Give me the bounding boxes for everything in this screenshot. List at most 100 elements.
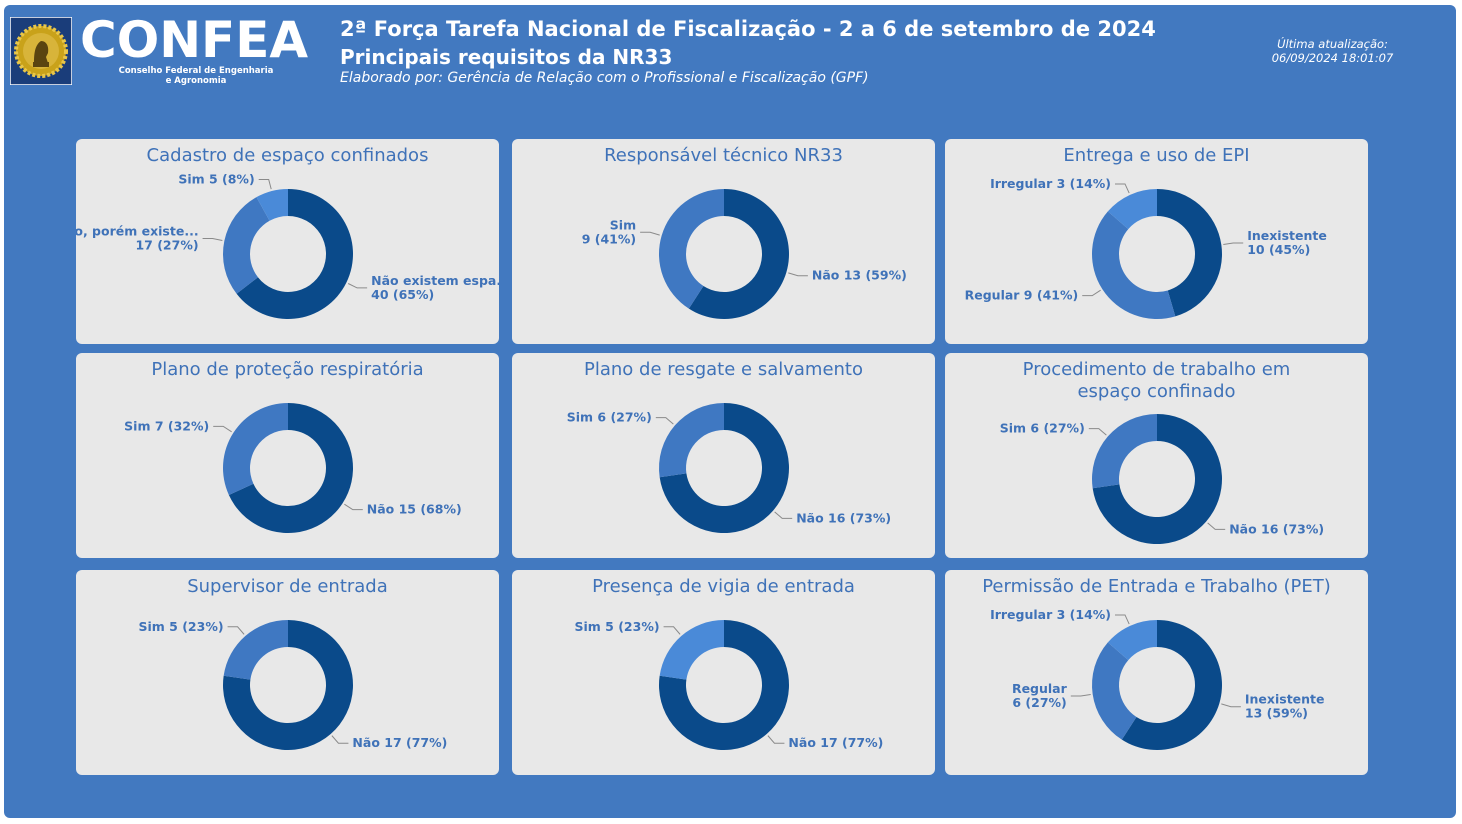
donut-slice[interactable] <box>1107 189 1157 230</box>
slice-label: Regular 6 (27%) <box>1012 681 1068 710</box>
chart-card: Presença de vigia de entrada Não 17 (77%… <box>512 570 935 775</box>
slice-label-line: Inexistente <box>1245 692 1325 707</box>
slice-label: Não 16 (73%) <box>796 510 891 525</box>
slice-label: Irregular 3 (14%) <box>990 176 1111 191</box>
donut-slice[interactable] <box>236 189 353 319</box>
slice-label-line: Não, porém existe... <box>76 224 199 239</box>
label-leader-line <box>344 503 363 511</box>
slice-label: Sim 5 (23%) <box>139 619 224 634</box>
donut-chart: Não 17 (77%) Sim 5 (23%) <box>139 619 448 750</box>
donut-chart: Inexistente 10 (45%) Regular 9 (41%) Irregu… <box>965 176 1327 319</box>
donut-slice[interactable] <box>1092 414 1157 489</box>
slice-label: Sim 5 (23%) <box>575 619 660 634</box>
last-update: Última atualização: 06/09/2024 18:01:07 <box>1240 37 1425 65</box>
slice-label: Não 17 (77%) <box>352 735 447 750</box>
logo-subtitle-line2: e Agronomia <box>165 76 227 86</box>
chart-title: Plano de proteção respiratória <box>151 359 424 380</box>
slice-label-line: Não existem espa... <box>371 273 499 288</box>
slice-label-line: Sim 6 (27%) <box>567 410 652 425</box>
donut-chart: Não 13 (59%) Sim 9 (41%) <box>582 189 907 319</box>
donut-slice[interactable] <box>659 620 789 750</box>
page-subtitle: Principais requisitos da NR33 <box>340 45 673 69</box>
logo-subtitle-line1: Conselho Federal de Engenharia <box>118 66 274 76</box>
donut-slice[interactable] <box>659 403 789 533</box>
last-update-label: Última atualização: <box>1277 37 1388 51</box>
donut-slice[interactable] <box>1121 620 1222 750</box>
page-title: 2ª Força Tarefa Nacional de Fiscalização… <box>340 17 1156 41</box>
chart-title: Cadastro de espaço confinados <box>146 145 429 166</box>
slice-label: Não 15 (68%) <box>367 502 462 517</box>
donut-slice[interactable] <box>1157 189 1222 317</box>
donut-chart: Não existem espa...40 (65%) Não, porém ex… <box>76 171 499 319</box>
last-update-value: 06/09/2024 18:01:07 <box>1271 51 1394 65</box>
donut-slice[interactable] <box>223 403 288 496</box>
label-leader-line <box>1115 183 1130 194</box>
chart-card: Plano de resgate e salvamento Não 16 (73… <box>512 353 935 558</box>
donut-chart: Não 16 (73%) Sim 6 (27%) <box>1000 414 1324 544</box>
slice-label-line: Inexistente <box>1247 228 1327 243</box>
donut-chart: Não 16 (73%) Sim 6 (27%) <box>567 403 891 533</box>
label-leader-line <box>640 231 660 236</box>
chart-title: Supervisor de entrada <box>187 576 388 597</box>
slice-label-line: 13 (59%) <box>1245 706 1308 721</box>
chart-title: Responsável técnico NR33 <box>604 145 843 166</box>
donut-slice[interactable] <box>222 197 270 294</box>
slice-label: Sim 7 (32%) <box>124 418 209 433</box>
label-leader-line <box>1223 242 1244 245</box>
chart-title: Entrega e uso de EPI <box>1063 145 1250 166</box>
donut-slice[interactable] <box>1092 642 1137 740</box>
slice-label-line: Sim 5 (23%) <box>575 619 660 634</box>
donut-slice[interactable] <box>256 189 288 221</box>
slice-label-line: 6 (27%) <box>1012 695 1066 710</box>
confea-logo-subtitle: Conselho Federal de Engenharia e Agronom… <box>100 66 292 86</box>
chart-title: Procedimento de trabalho em espaço confi… <box>1022 359 1291 402</box>
slice-label-line: Sim <box>610 217 636 232</box>
chart-card: Cadastro de espaço confinados Não existe… <box>76 139 499 344</box>
slice-label-line: Não 16 (73%) <box>1229 521 1324 536</box>
chart-card: Entrega e uso de EPI Inexistente 10 (45%)… <box>945 139 1368 344</box>
donut-slice[interactable] <box>228 403 353 533</box>
chart-card: Plano de proteção respiratória Não 15 (6… <box>76 353 499 558</box>
chart-title: Plano de resgate e salvamento <box>584 359 863 380</box>
slice-label-line: 40 (65%) <box>371 287 434 302</box>
donut-slice[interactable] <box>659 189 724 309</box>
slice-label-line: 17 (27%) <box>135 238 198 253</box>
label-leader-line <box>213 425 232 433</box>
slice-label-line: 9 (41%) <box>582 231 636 246</box>
donut-slice[interactable] <box>1092 211 1176 319</box>
donut-slice[interactable] <box>659 403 724 478</box>
label-leader-line <box>774 511 793 519</box>
label-leader-line <box>655 417 674 425</box>
donut-chart: Não 15 (68%) Sim 7 (32%) <box>124 403 462 533</box>
slice-label-line: Não 17 (77%) <box>788 735 883 750</box>
slice-label: Regular 9 (41%) <box>965 288 1079 303</box>
chart-card: Responsável técnico NR33 Não 13 (59%) Sim… <box>512 139 935 344</box>
donut-slice[interactable] <box>659 620 724 680</box>
slice-label-line: Regular 9 (41%) <box>965 288 1079 303</box>
donut-slice[interactable] <box>223 620 353 750</box>
label-leader-line <box>767 735 785 744</box>
slice-label: Não, porém existe...17 (27%) <box>76 224 199 253</box>
chart-title: Permissão de Entrada e Trabalho (PET) <box>982 576 1331 597</box>
slice-label: Não existem espa... 40 (65%) <box>371 273 499 302</box>
slice-label-line: Sim 5 (8%) <box>178 171 254 186</box>
slice-label: Inexistente 13 (59%) <box>1245 692 1325 721</box>
label-leader-line <box>258 178 272 190</box>
label-leader-line <box>1221 703 1241 708</box>
label-leader-line <box>331 735 349 744</box>
page-author: Elaborado por: Gerência de Relação com o… <box>340 70 869 86</box>
chart-card: Permissão de Entrada e Trabalho (PET) In… <box>945 570 1368 775</box>
slice-label: Não 13 (59%) <box>812 268 907 283</box>
slice-label-line: Não 17 (77%) <box>352 735 447 750</box>
slice-label-line: Sim 7 (32%) <box>124 418 209 433</box>
label-leader-line <box>1115 614 1130 625</box>
donut-slice[interactable] <box>1107 620 1157 661</box>
slice-label: Inexistente 10 (45%) <box>1247 228 1327 257</box>
donut-chart: Não 17 (77%) Sim 5 (23%) <box>575 619 884 750</box>
label-leader-line <box>663 626 681 635</box>
donut-slice[interactable] <box>688 189 789 319</box>
donut-slice[interactable] <box>223 620 288 680</box>
donut-slice[interactable] <box>1092 414 1222 544</box>
slice-label-line: Sim 6 (27%) <box>1000 421 1085 436</box>
slice-label-line: Não 16 (73%) <box>796 510 891 525</box>
